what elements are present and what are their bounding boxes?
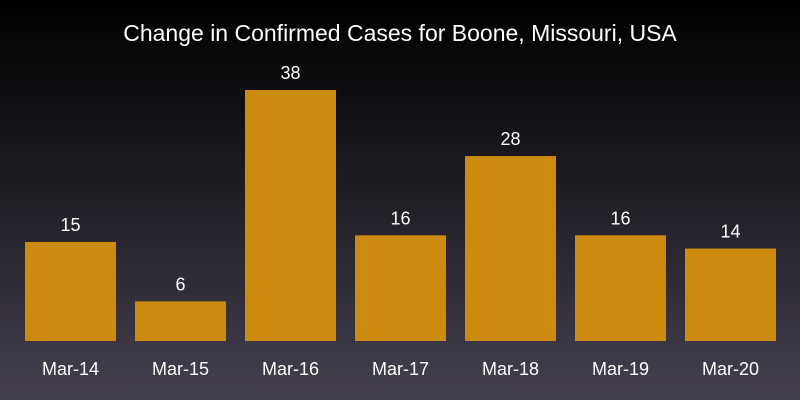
bar-mar-19 <box>575 235 666 341</box>
bar-mar-20 <box>685 248 776 341</box>
value-label-mar-14: 15 <box>60 215 80 235</box>
bar-mar-16 <box>245 90 336 341</box>
value-label-mar-17: 16 <box>390 208 410 228</box>
bar-mar-15 <box>135 301 226 341</box>
x-tick-label-mar-15: Mar-15 <box>152 359 209 379</box>
bar-mar-18 <box>465 156 556 341</box>
bar-mar-14 <box>25 241 116 341</box>
value-label-mar-16: 38 <box>280 63 300 83</box>
x-tick-label-mar-14: Mar-14 <box>42 359 99 379</box>
x-tick-label-mar-17: Mar-17 <box>372 359 429 379</box>
value-label-mar-18: 28 <box>500 129 520 149</box>
x-tick-label-mar-16: Mar-16 <box>262 359 319 379</box>
value-label-mar-20: 14 <box>720 222 740 242</box>
chart-title: Change in Confirmed Cases for Boone, Mis… <box>123 20 677 46</box>
x-tick-label-mar-18: Mar-18 <box>482 359 539 379</box>
x-tick-label-mar-19: Mar-19 <box>592 359 649 379</box>
x-tick-label-mar-20: Mar-20 <box>702 359 759 379</box>
bar-mar-17 <box>355 235 446 341</box>
value-label-mar-15: 6 <box>175 274 185 294</box>
value-label-mar-19: 16 <box>610 208 630 228</box>
